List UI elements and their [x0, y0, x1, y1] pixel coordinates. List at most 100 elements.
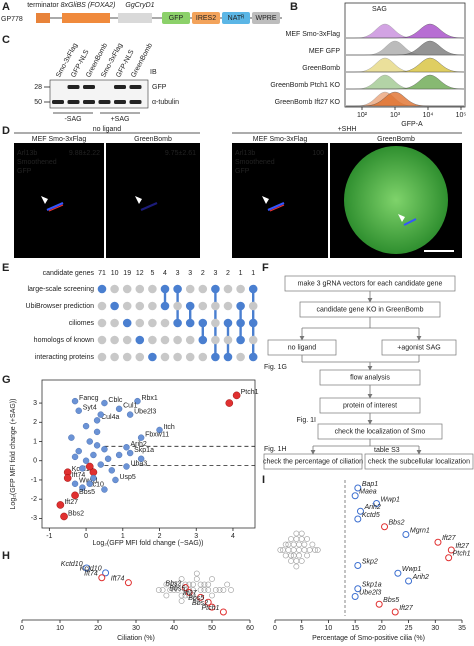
point [126, 449, 134, 457]
set-dot [160, 352, 170, 362]
point [79, 484, 86, 491]
set-dot [211, 335, 220, 345]
point [447, 546, 455, 554]
histogram [346, 57, 465, 73]
set-dot [97, 352, 107, 362]
y-tick-label: -2 [31, 496, 37, 503]
rule [269, 204, 285, 212]
x-tick-label: 50 [208, 625, 216, 632]
point-label: Wwp1 [381, 496, 401, 503]
part-label: WPRE [256, 15, 277, 22]
histogram [346, 40, 465, 56]
point [354, 562, 362, 569]
x-tick-label: 10⁵ [456, 112, 467, 119]
set-dot [185, 301, 195, 311]
x-tick-label: 10³ [390, 112, 401, 119]
point [98, 574, 106, 582]
x-tick-label: 20 [378, 625, 386, 632]
set-dot [160, 318, 170, 328]
part-label: NATᴿ [228, 15, 245, 22]
panel-letter: C [2, 34, 10, 46]
point-label: Ube2l3 [134, 408, 156, 415]
set-dot [248, 318, 258, 328]
point [288, 536, 294, 542]
fig-ref: Fig. 1G [264, 364, 287, 371]
panel-letter: F [262, 262, 269, 274]
point-label: Ift27 [442, 535, 457, 542]
set-dot [97, 284, 107, 294]
count-label: 3 [176, 270, 180, 277]
x-tick-label: -1 [46, 533, 52, 540]
row-label: MEF GFP [309, 48, 340, 55]
point [167, 587, 174, 593]
x-tick-label: 0 [20, 625, 24, 632]
count-label: 2 [201, 270, 205, 277]
count-label: 19 [123, 270, 131, 277]
point [93, 442, 101, 449]
point [373, 500, 381, 507]
x-tick-label: 30 [431, 625, 439, 632]
count-label: 1 [239, 270, 243, 277]
set-dot [135, 318, 145, 328]
point [90, 451, 97, 459]
rule [267, 201, 285, 212]
point [394, 569, 402, 577]
point-label: Ptch1 [201, 605, 219, 612]
point [86, 480, 93, 487]
point [293, 530, 300, 537]
x-tick-label: 3 [194, 533, 198, 540]
set-dot [223, 318, 233, 328]
point [224, 581, 231, 588]
set-dot [198, 318, 208, 328]
point [209, 576, 215, 582]
label: terminator [27, 2, 59, 9]
point [288, 558, 294, 564]
set-dot [185, 318, 195, 328]
x-axis-label: Percentage of Smo-positive cilia (%) [312, 635, 425, 642]
histogram [346, 91, 464, 107]
point [354, 515, 362, 523]
point-label: Uba3 [130, 460, 147, 467]
band-label: α-tubulin [152, 99, 179, 106]
point [216, 587, 223, 593]
set-dot [110, 301, 119, 311]
point [298, 536, 305, 542]
point-label: Kctd5 [362, 512, 380, 519]
point-label: Cul4a [101, 414, 119, 421]
point [163, 581, 170, 588]
set-label: homologs of known [34, 337, 94, 344]
point [209, 592, 215, 599]
point-label: Kctd10 [80, 566, 102, 573]
point [405, 577, 413, 585]
point [123, 444, 130, 451]
set-dot [97, 335, 107, 345]
point [101, 486, 108, 493]
row-label: GreenBomb Ptch1 KO [270, 82, 340, 89]
point [126, 411, 134, 418]
flow-node: check the percentage of ciliation [263, 459, 363, 466]
point-label: Bap1 [362, 481, 378, 488]
set-dot [198, 352, 208, 362]
point-label: Bbs5 [79, 489, 95, 496]
panel-letter: D [2, 125, 10, 137]
point [174, 587, 181, 593]
point [375, 600, 383, 608]
band-label: GFP [152, 84, 167, 91]
y-tick-label: 2 [33, 419, 37, 426]
x-tick-label: 15 [351, 625, 359, 632]
point [314, 547, 321, 553]
set-dot [248, 335, 258, 345]
set-dot [135, 335, 145, 345]
part-label: IRES2 [196, 15, 216, 22]
x-tick-label: 1 [121, 533, 125, 540]
set-dot [148, 318, 157, 328]
set-dot [173, 335, 182, 345]
label: GgCryD1 [125, 2, 154, 9]
point [193, 576, 200, 582]
point-label: Kctd10 [61, 561, 83, 568]
header: candidate genes [43, 270, 95, 277]
point [190, 581, 196, 588]
box [222, 12, 250, 24]
point [56, 501, 65, 509]
point [186, 592, 193, 599]
